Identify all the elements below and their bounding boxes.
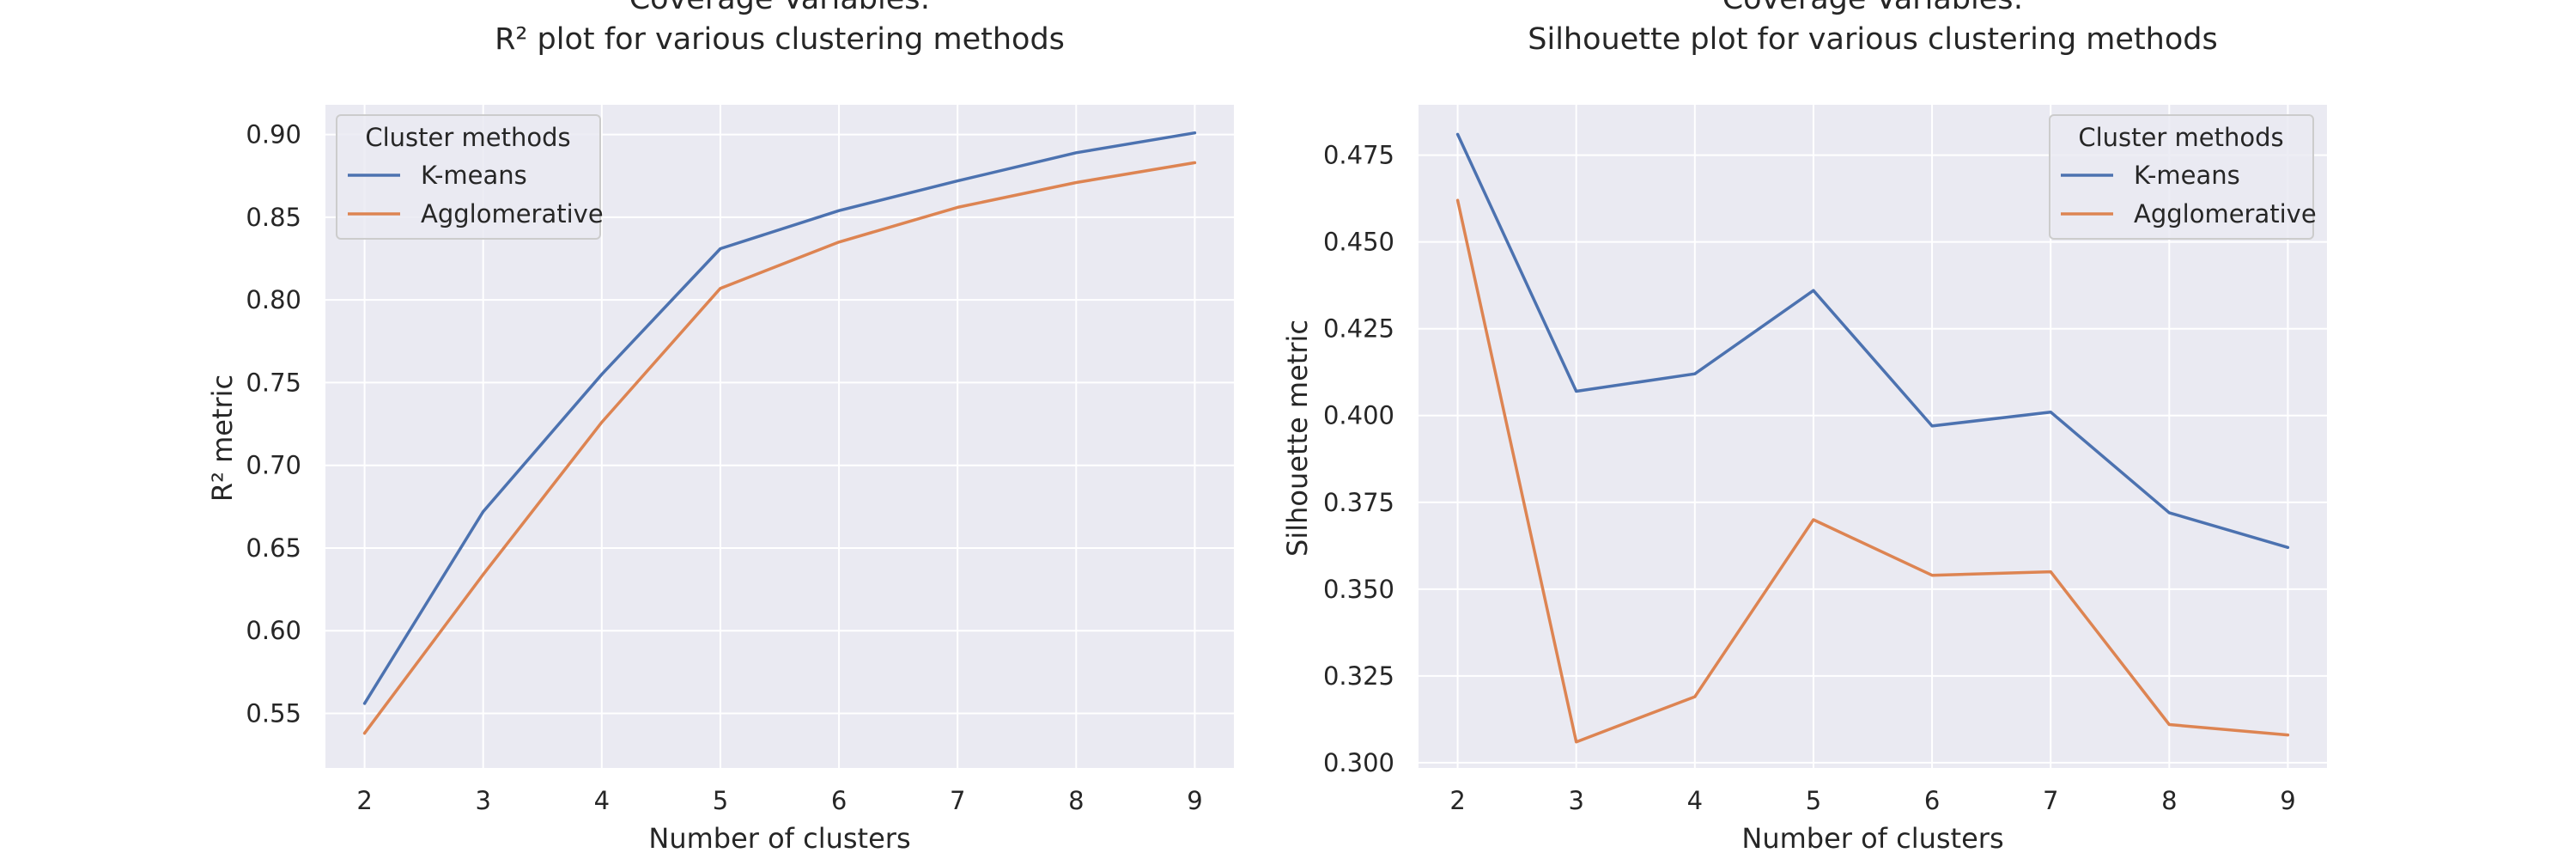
x-tick-label: 8 xyxy=(1068,786,1084,815)
silhouette-x-ticks: 2 3 4 5 6 7 8 9 xyxy=(1449,786,2295,815)
x-tick-label: 5 xyxy=(1806,786,1821,815)
y-tick-label: 0.300 xyxy=(1323,748,1394,777)
r2-title-line2: R² plot for various clustering methods xyxy=(495,22,1065,57)
silhouette-legend: Cluster methods K-means Agglomerative xyxy=(2049,114,2317,240)
r2-legend-label-kmeans: K-means xyxy=(421,161,527,190)
y-tick-label: 0.60 xyxy=(246,616,301,645)
y-tick-label: 0.350 xyxy=(1323,575,1394,604)
silhouette-legend-box xyxy=(2049,114,2314,240)
y-tick-label: 0.325 xyxy=(1323,661,1394,691)
x-tick-label: 9 xyxy=(2280,786,2295,815)
y-tick-label: 0.85 xyxy=(246,203,301,232)
x-tick-label: 6 xyxy=(831,786,847,815)
silhouette-y-ticks: 0.300 0.325 0.350 0.375 0.400 0.425 0.450 0.475 xyxy=(1323,141,1394,777)
x-tick-label: 5 xyxy=(713,786,728,815)
y-tick-label: 0.75 xyxy=(246,368,301,397)
silhouette-legend-title: Cluster methods xyxy=(2078,123,2283,152)
y-tick-label: 0.80 xyxy=(246,285,301,314)
x-tick-label: 4 xyxy=(594,786,610,815)
r2-series-line-k-means xyxy=(362,131,1197,705)
x-tick-label: 3 xyxy=(475,786,490,815)
x-tick-label: 7 xyxy=(2043,786,2058,815)
r2-legend-title: Cluster methods xyxy=(365,123,570,152)
silhouette-y-axis-label: Silhouette metric xyxy=(1281,320,1314,557)
x-tick-label: 4 xyxy=(1687,786,1703,815)
x-tick-label: 3 xyxy=(1568,786,1583,815)
silhouette-legend-label-agglomerative: Agglomerative xyxy=(2134,199,2317,228)
y-tick-label: 0.450 xyxy=(1323,228,1394,257)
y-tick-label: 0.90 xyxy=(246,120,301,149)
y-tick-label: 0.65 xyxy=(246,533,301,563)
silhouette-series-line-k-means xyxy=(1455,132,2290,550)
y-tick-label: 0.70 xyxy=(246,451,301,480)
r2-x-axis-label: Number of clusters xyxy=(648,822,910,855)
r2-gridlines xyxy=(325,105,1234,768)
r2-legend-label-agglomerative: Agglomerative xyxy=(421,199,604,228)
r2-legend-box xyxy=(336,114,601,240)
x-tick-label: 7 xyxy=(950,786,965,815)
y-tick-label: 0.425 xyxy=(1323,314,1394,344)
r2-series xyxy=(362,131,1197,735)
r2-series-line-agglomerative xyxy=(362,161,1197,735)
x-tick-label: 8 xyxy=(2161,786,2177,815)
x-tick-label: 2 xyxy=(1449,786,1465,815)
y-tick-label: 0.375 xyxy=(1323,488,1394,517)
silhouette-legend-label-kmeans: K-means xyxy=(2134,161,2240,190)
silhouette-x-axis-label: Number of clusters xyxy=(1741,822,2003,855)
x-tick-label: 6 xyxy=(1924,786,1940,815)
y-tick-label: 0.55 xyxy=(246,698,301,728)
y-tick-label: 0.400 xyxy=(1323,401,1394,430)
x-tick-label: 2 xyxy=(356,786,372,815)
silhouette-title-line2: Silhouette plot for various clustering m… xyxy=(1528,22,2217,57)
silhouette-title-line1: Coverage Variables: xyxy=(1722,0,2024,16)
r2-legend: Cluster methods K-means Agglomerative xyxy=(336,114,604,240)
r2-y-ticks: 0.55 0.60 0.65 0.70 0.75 0.80 0.85 0.90 xyxy=(246,120,301,728)
x-tick-label: 9 xyxy=(1187,786,1202,815)
y-tick-label: 0.475 xyxy=(1323,141,1394,170)
r2-x-ticks: 2 3 4 5 6 7 8 9 xyxy=(356,786,1202,815)
r2-y-axis-label: R² metric xyxy=(206,375,239,502)
r2-chart: 2 3 4 5 6 7 8 9 0.55 0.60 0.65 0.70 0.75 0.80 0.85 0.9… xyxy=(206,0,1234,855)
silhouette-series-line-agglomerative xyxy=(1455,198,2290,744)
silhouette-series xyxy=(1455,132,2290,744)
r2-title-line1: Coverage Variables: xyxy=(629,0,931,16)
